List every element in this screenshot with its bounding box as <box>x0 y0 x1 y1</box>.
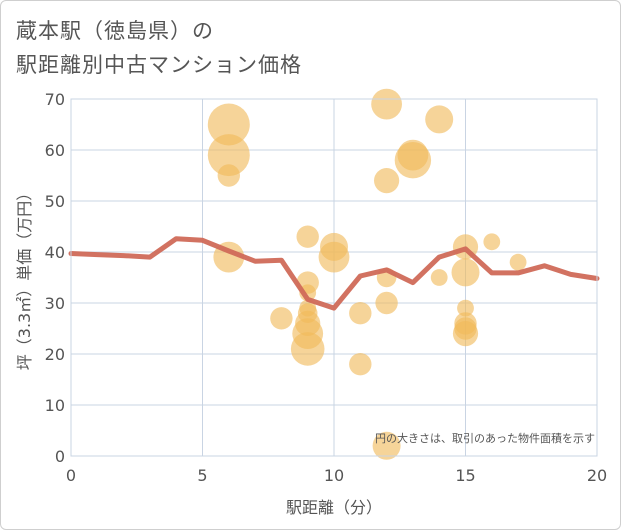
chart-title-line2: 駅距離別中古マンション価格 <box>16 53 302 77</box>
data-point <box>349 302 372 325</box>
x-tick-label: 5 <box>197 466 207 485</box>
data-point <box>349 353 372 376</box>
data-point <box>207 103 250 146</box>
y-tick-label: 60 <box>45 141 65 160</box>
data-point <box>290 332 325 366</box>
chart-title: 蔵本駅（徳島県）の 駅距離別中古マンション価格 <box>16 14 576 82</box>
data-point <box>217 164 240 187</box>
x-tick-label: 15 <box>455 466 475 485</box>
x-tick-label: 20 <box>587 466 607 485</box>
average-price-line <box>68 236 600 311</box>
y-tick-label: 70 <box>45 90 65 109</box>
data-point <box>451 258 480 287</box>
data-point <box>483 233 501 251</box>
data-point <box>394 142 432 179</box>
y-tick-label: 0 <box>55 447 65 466</box>
data-point <box>430 269 448 286</box>
data-point <box>425 105 454 134</box>
data-point <box>457 299 474 317</box>
x-tick-labels: 0 5 10 15 20 <box>66 466 607 485</box>
data-point <box>372 431 401 460</box>
y-tick-label: 40 <box>45 243 65 262</box>
trend-line-layer <box>68 236 600 311</box>
bubble-size-note: 円の大きさは、取引のあった物件面積を示す <box>375 431 595 445</box>
data-point <box>371 88 402 120</box>
data-point <box>375 291 398 315</box>
y-axis-label: 坪（3.3㎡）単価（万円） <box>15 185 34 370</box>
x-tick-label: 0 <box>66 466 76 485</box>
y-tick-labels: 0 10 20 30 40 50 60 70 <box>45 90 65 466</box>
y-tick-label: 30 <box>45 294 65 313</box>
x-axis-label: 駅距離（分） <box>286 498 382 517</box>
y-tick-label: 20 <box>45 345 65 364</box>
x-tick-label: 10 <box>324 466 344 485</box>
data-point <box>296 225 319 248</box>
y-tick-label: 50 <box>45 192 65 211</box>
data-point <box>270 307 293 330</box>
bubble-layer <box>207 88 527 460</box>
data-point <box>374 168 400 194</box>
data-point <box>318 241 350 273</box>
data-point <box>452 321 479 347</box>
y-tick-label: 10 <box>45 396 65 415</box>
data-point <box>509 253 527 271</box>
data-point <box>207 134 250 177</box>
chart-title-line1: 蔵本駅（徳島県）の <box>16 19 214 43</box>
plot-border <box>70 98 598 457</box>
